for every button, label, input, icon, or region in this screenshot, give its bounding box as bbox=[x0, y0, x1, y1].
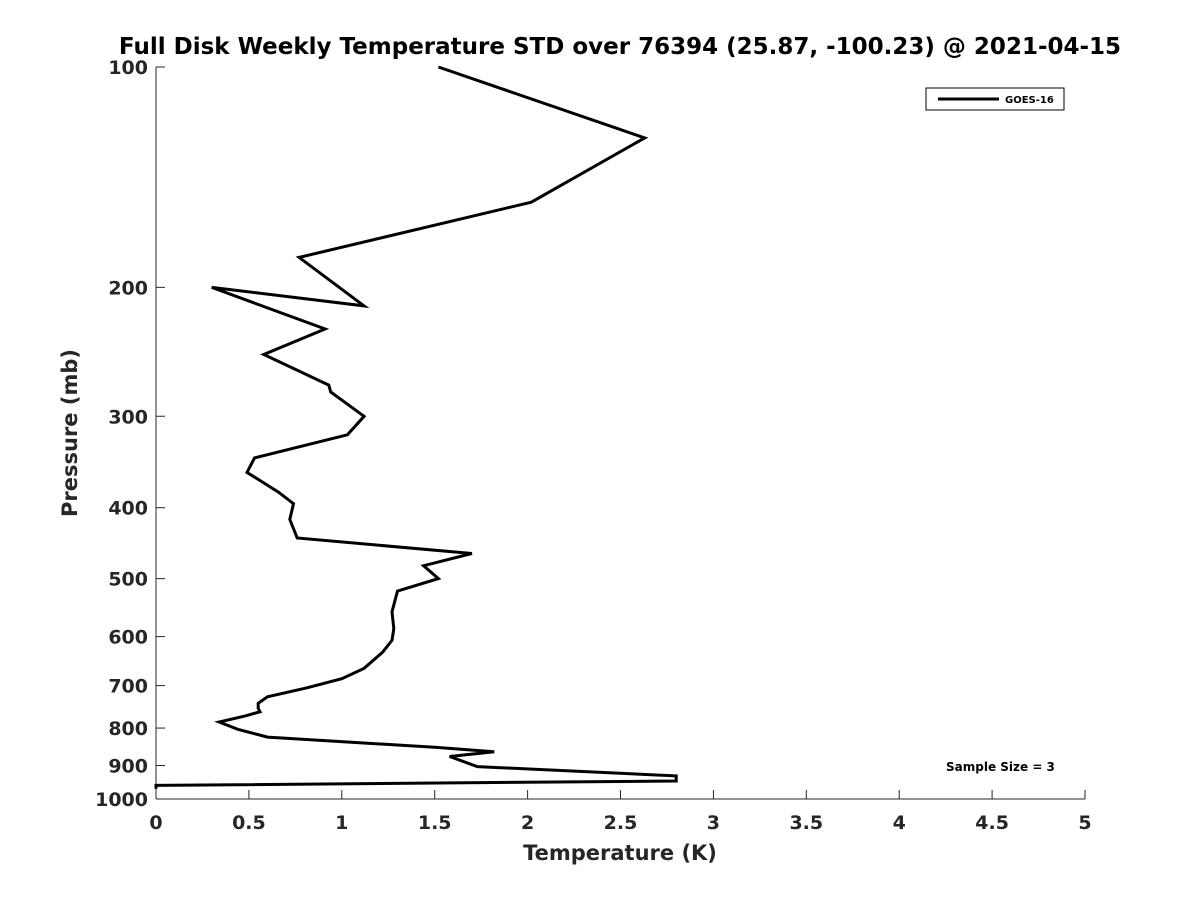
x-tick-label: 4 bbox=[893, 812, 906, 834]
x-tick-label: 0 bbox=[149, 812, 162, 834]
x-axis-ticks: 0 0.5 1 1.5 2 2.5 3 3.5 4 4.5 5 bbox=[149, 790, 1092, 834]
series-layer bbox=[154, 65, 678, 789]
y-axis-label: Pressure (mb) bbox=[58, 349, 82, 517]
x-tick-label: 3 bbox=[707, 812, 720, 834]
x-tick-label: 4.5 bbox=[975, 812, 1009, 834]
sample-size-annotation: Sample Size = 3 bbox=[946, 760, 1055, 774]
y-tick-label: 300 bbox=[108, 406, 148, 428]
x-tick-label: 1.5 bbox=[418, 812, 452, 834]
chart-title: Full Disk Weekly Temperature STD over 76… bbox=[119, 34, 1121, 60]
x-tick-label: 2 bbox=[521, 812, 534, 834]
y-tick-label: 700 bbox=[108, 676, 148, 698]
y-tick-label: 1000 bbox=[95, 789, 148, 811]
x-tick-label: 0.5 bbox=[232, 812, 266, 834]
y-tick-label: 100 bbox=[108, 57, 148, 79]
y-tick-label: 900 bbox=[108, 756, 148, 778]
legend-label-goes-16: GOES-16 bbox=[1005, 95, 1054, 106]
legend: GOES-16 bbox=[925, 87, 1065, 111]
y-tick-label: 200 bbox=[108, 277, 148, 299]
y-tick-label: 600 bbox=[108, 627, 148, 649]
x-axis-label: Temperature (K) bbox=[523, 841, 717, 865]
series-line-goes-16 bbox=[154, 65, 678, 789]
y-axis-ticks: 100 200 300 400 500 600 700 800 900 1000 bbox=[95, 57, 165, 811]
y-tick-label: 800 bbox=[108, 718, 148, 740]
x-tick-label: 1 bbox=[335, 812, 348, 834]
x-tick-label: 3.5 bbox=[789, 812, 823, 834]
x-tick-label: 5 bbox=[1078, 812, 1091, 834]
x-tick-label: 2.5 bbox=[604, 812, 638, 834]
y-tick-label: 400 bbox=[108, 498, 148, 520]
y-tick-label: 500 bbox=[108, 569, 148, 591]
